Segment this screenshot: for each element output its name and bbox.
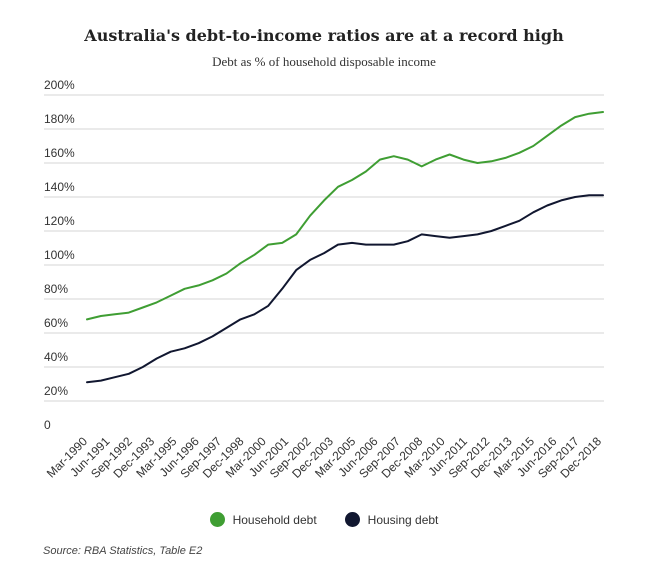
chart-subtitle: Debt as % of household disposable income xyxy=(212,54,436,69)
line-chart: 020%40%60%80%100%120%140%160%180%200%Mar… xyxy=(44,78,604,481)
y-tick-label: 40% xyxy=(44,350,68,364)
y-tick-label: 200% xyxy=(44,78,75,92)
household-debt-line xyxy=(86,111,604,321)
housing-debt-marker-icon xyxy=(344,512,360,527)
y-tick-label: 180% xyxy=(44,112,75,126)
y-tick-label: 120% xyxy=(44,214,75,228)
legend-item-household-debt: Household debt xyxy=(209,512,317,527)
source-note: Source: RBA Statistics, Table E2 xyxy=(43,545,203,557)
legend-label-housing-debt: Housing debt xyxy=(367,512,439,527)
chart-legend: Household debt Housing debt xyxy=(0,512,648,527)
y-tick-label: 80% xyxy=(44,282,68,296)
legend-item-housing-debt: Housing debt xyxy=(344,512,439,527)
legend-label-household-debt: Household debt xyxy=(232,512,317,527)
y-tick-label: 0 xyxy=(44,418,51,432)
y-tick-label: 140% xyxy=(44,180,75,194)
chart-title: Australia's debt-to-income ratios are at… xyxy=(84,26,564,45)
household-debt-marker-icon xyxy=(209,512,225,527)
y-tick-label: 160% xyxy=(44,146,75,160)
y-tick-label: 60% xyxy=(44,316,68,330)
housing-debt-line xyxy=(86,194,604,384)
y-tick-label: 100% xyxy=(44,248,75,262)
y-tick-label: 20% xyxy=(44,384,68,398)
